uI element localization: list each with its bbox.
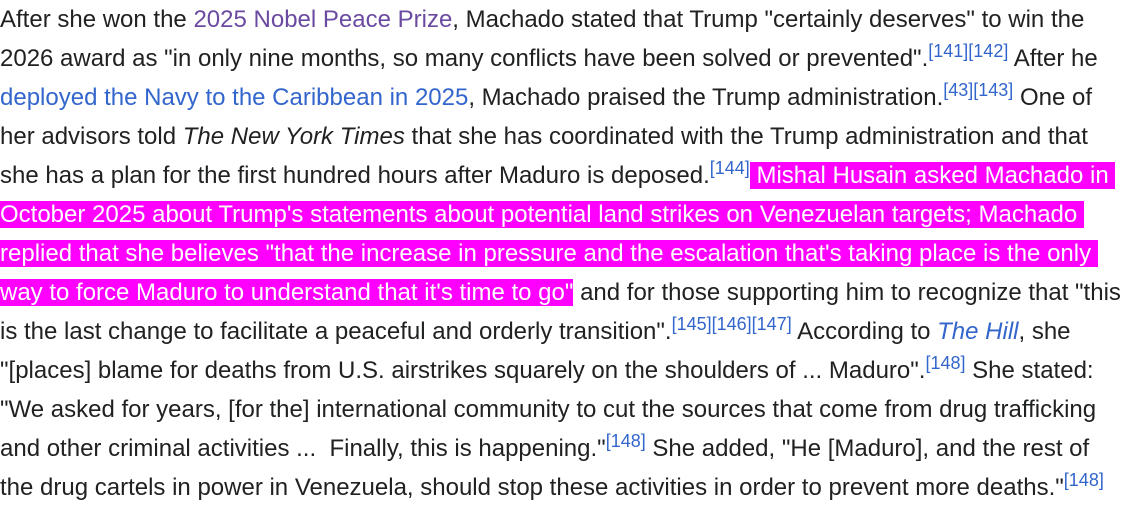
paragraph-text: , Machado stated that Trump "certainly d…: [452, 6, 1085, 33]
text-line: replied that she believes "that the incr…: [0, 234, 1123, 273]
citation-reference[interactable]: [146]: [711, 314, 752, 334]
citation-reference[interactable]: [43]: [943, 80, 974, 100]
text-line: is the last change to facilitate a peace…: [0, 312, 1123, 351]
paragraph-text: According to: [791, 318, 938, 345]
paragraph-text: her advisors told: [0, 123, 183, 150]
paragraph-text: 2026 award as "in only nine months, so m…: [0, 45, 929, 72]
paragraph-text: , Machado praised the Trump administrati…: [468, 84, 944, 111]
paragraph-text: the drug cartels in power in Venezuela, …: [0, 474, 1064, 501]
text-line: the drug cartels in power in Venezuela, …: [0, 468, 1123, 507]
highlighted-text: October 2025 about Trump's statements ab…: [0, 201, 1084, 228]
text-line: "[places] blame for deaths from U.S. air…: [0, 351, 1123, 390]
paragraph-text: "[places] blame for deaths from U.S. air…: [0, 357, 926, 384]
citation-reference[interactable]: [147]: [751, 314, 792, 334]
paragraph-text: One of: [1013, 84, 1093, 111]
text-line: After she won the 2025 Nobel Peace Prize…: [0, 0, 1123, 39]
text-line: her advisors told The New York Times tha…: [0, 117, 1123, 156]
citation-reference[interactable]: [144]: [709, 158, 750, 178]
paragraph-text: "We asked for years, [for the] internati…: [0, 396, 1097, 423]
citation-reference[interactable]: [143]: [973, 80, 1014, 100]
paragraph-text: She stated:: [965, 357, 1094, 384]
paragraph-text: She added, "He [Maduro], and the rest of: [645, 435, 1090, 462]
italic-title: The New York Times: [182, 123, 405, 150]
paragraph-text: is the last change to facilitate a peace…: [0, 318, 672, 345]
paragraph-text: , she: [1018, 318, 1071, 345]
citation-reference[interactable]: [148]: [605, 431, 646, 451]
citation-reference[interactable]: [141]: [928, 41, 969, 61]
highlighted-text: replied that she believes "that the incr…: [0, 240, 1098, 267]
citation-reference[interactable]: [148]: [1063, 470, 1104, 490]
text-line: she has a plan for the first hundred hou…: [0, 156, 1123, 195]
text-line: 2026 award as "in only nine months, so m…: [0, 39, 1123, 78]
paragraph-text: and other criminal activities ... Finall…: [0, 435, 606, 462]
paragraph-text: After she won the: [0, 6, 194, 33]
paragraph-text: she has a plan for the first hundred hou…: [0, 162, 710, 189]
paragraph-text: that she has coordinated with the Trump …: [404, 123, 1088, 150]
article-link-visited[interactable]: 2025 Nobel Peace Prize: [193, 6, 453, 33]
paragraph-text: and for those supporting him to recogniz…: [573, 279, 1121, 306]
citation-reference[interactable]: [145]: [671, 314, 712, 334]
text-line: "We asked for years, [for the] internati…: [0, 390, 1123, 429]
text-line: and other criminal activities ... Finall…: [0, 429, 1123, 468]
citation-reference[interactable]: [142]: [968, 41, 1009, 61]
article-link[interactable]: deployed the Navy to the Caribbean in 20…: [0, 84, 469, 111]
text-line: October 2025 about Trump's statements ab…: [0, 195, 1123, 234]
paragraph-text: After he: [1008, 45, 1098, 72]
highlighted-text: Mishal Husain asked Machado in: [749, 162, 1116, 189]
text-line: way to force Maduro to understand that i…: [0, 273, 1123, 312]
text-line: deployed the Navy to the Caribbean in 20…: [0, 78, 1123, 117]
highlighted-text: way to force Maduro to understand that i…: [0, 279, 574, 306]
article-link-italic[interactable]: The Hill: [937, 318, 1019, 345]
citation-reference[interactable]: [148]: [925, 353, 966, 373]
